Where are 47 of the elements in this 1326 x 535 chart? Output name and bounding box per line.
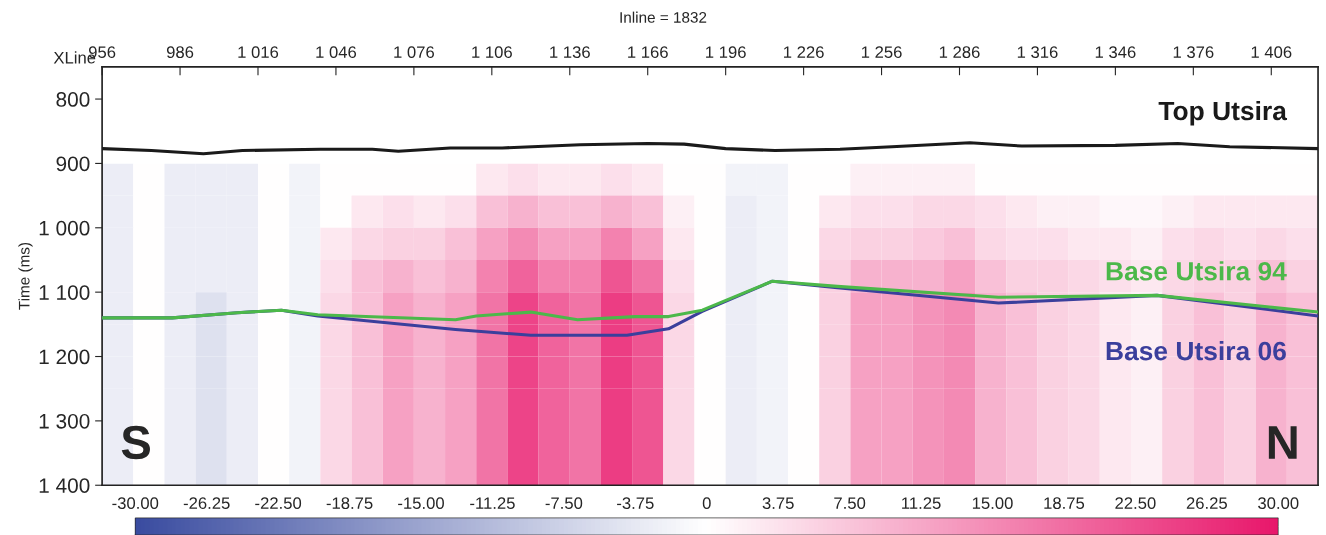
color-bar-label: 22.50 (1115, 497, 1156, 510)
y-tick-label: 900 (56, 156, 90, 172)
color-bar-label: -26.25 (183, 497, 230, 510)
y-tick-label: 1 300 (39, 413, 90, 429)
annotation: S (121, 425, 150, 460)
color-bar-label: -11.25 (470, 497, 515, 510)
y-tick-label: 1 000 (39, 220, 90, 236)
color-bar-label: 7.50 (834, 497, 866, 510)
x-tick-label: 1 076 (394, 46, 435, 59)
color-bar-label: 11.25 (902, 497, 941, 510)
color-bar-label: -3.75 (617, 497, 654, 510)
y-tick-label: 1 400 (39, 478, 90, 493)
x-tick-label: 1 256 (861, 46, 902, 59)
color-bar-label: 18.75 (1044, 497, 1085, 510)
x-tick-label: 1 106 (472, 46, 512, 59)
x-tick-label: 1 226 (784, 46, 824, 59)
color-bar-label: 0 (702, 497, 711, 510)
series-label: Base Utsira 06 (1106, 341, 1286, 361)
line-series (102, 279, 1319, 322)
color-bar-label: -15.00 (398, 497, 444, 510)
color-bar-label: -18.75 (326, 497, 373, 510)
series-label: Base Utsira 94 (1106, 261, 1287, 281)
x-tick-label: 1 316 (1017, 46, 1058, 59)
x-tick-label: 1 286 (939, 46, 980, 59)
x-tick-label: 1 136 (550, 46, 590, 59)
color-bar-label: 3.75 (762, 497, 794, 510)
x-tick-label: 986 (166, 46, 194, 59)
y-axis-title: Time (ms) (18, 242, 33, 310)
x-tick-label: 1 376 (1173, 46, 1214, 59)
x-tick-label: 1 346 (1095, 46, 1136, 59)
y-tick-label: 800 (56, 92, 90, 107)
color-bar-label: 30.00 (1258, 497, 1299, 510)
y-tick-label: 1 100 (39, 285, 90, 300)
chart-title: Inline = 1832 (620, 11, 707, 23)
x-tick-label: 1 166 (628, 46, 668, 59)
color-bar-label: 15.00 (972, 497, 1013, 510)
color-bar-label: -22.50 (255, 497, 302, 510)
x-tick-label: 1 046 (316, 46, 357, 59)
x-tick-label: 1 406 (1251, 46, 1292, 59)
color-bar-label: -30.00 (112, 497, 159, 510)
annotation: N (1268, 426, 1297, 459)
x-tick-label: 1 016 (238, 46, 279, 59)
color-bar-label: -7.50 (545, 497, 583, 510)
x-tick-label: 1 196 (706, 46, 746, 59)
series-label: Top Utsira (1158, 100, 1288, 126)
y-tick-label: 1 200 (39, 349, 90, 365)
color-bar-label: 26.25 (1186, 497, 1227, 510)
